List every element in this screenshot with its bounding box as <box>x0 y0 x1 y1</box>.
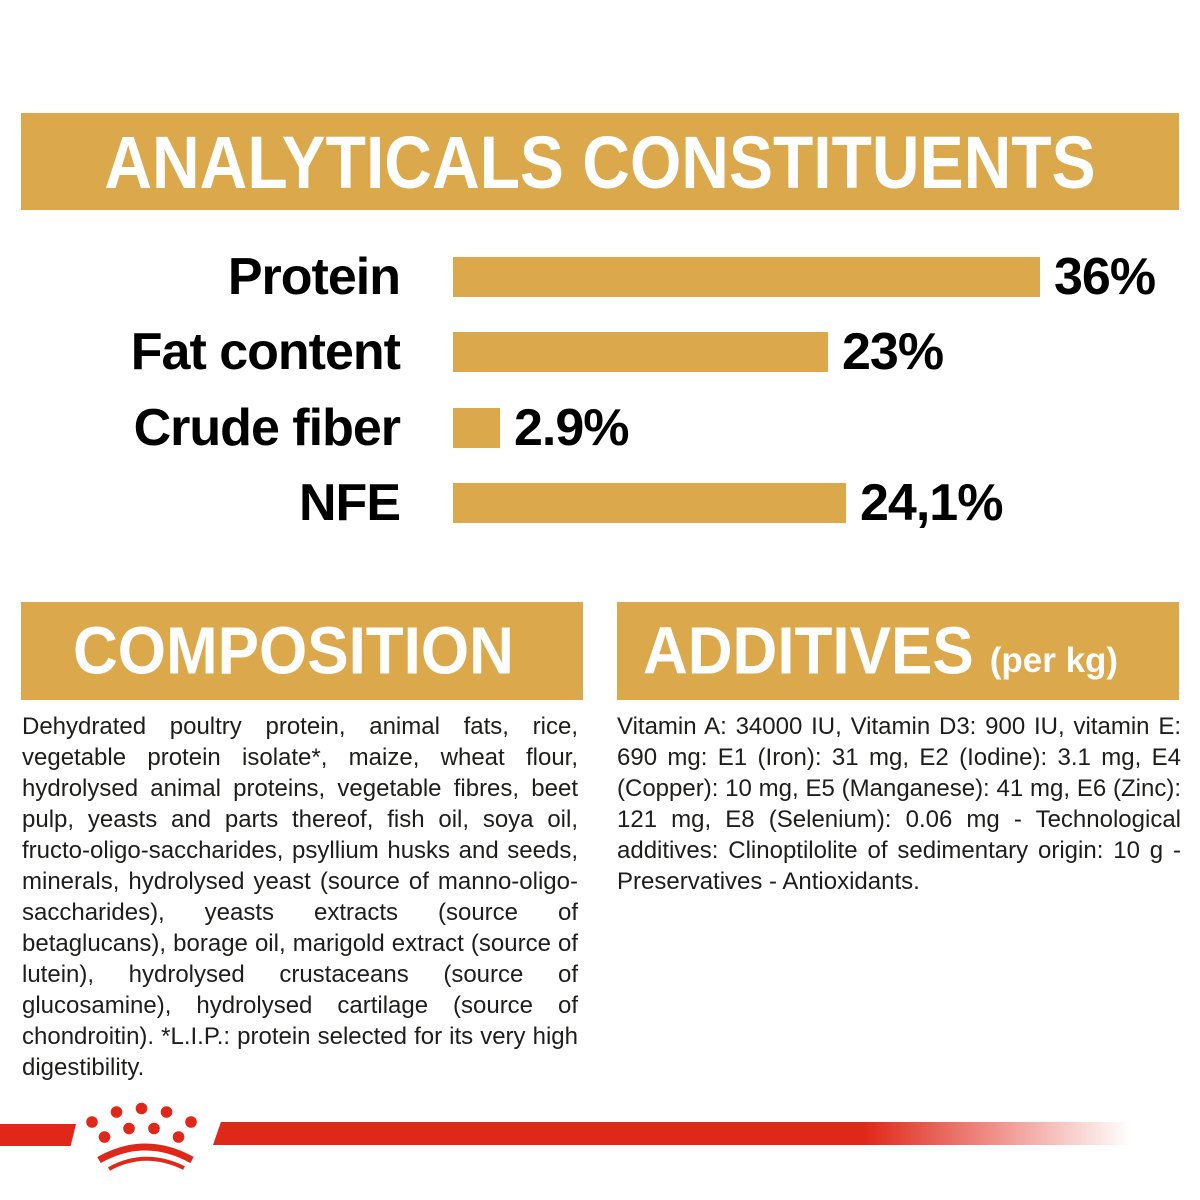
chart-label-nfe: NFE <box>299 474 401 532</box>
chart-bar-crude-fiber <box>453 408 500 448</box>
composition-body-text: Dehydrated poultry protein, animal fats,… <box>22 713 578 1081</box>
chart-value-crude-fiber: 2.9% <box>514 399 630 457</box>
chart-label-protein: Protein <box>227 248 401 306</box>
additives-title-group: ADDITIVES (per kg) <box>643 613 1119 689</box>
chart-bar-nfe <box>453 483 846 523</box>
chart-label-crude-fiber: Crude fiber <box>133 399 401 457</box>
additives-title: ADDITIVES <box>643 613 974 689</box>
crown-dots <box>86 1102 197 1143</box>
chart-label-fat-content: Fat content <box>130 323 401 381</box>
additives-banner: ADDITIVES (per kg) <box>617 602 1179 700</box>
analyticals-constituents-banner: ANALYTICALS CONSTITUENTS <box>21 113 1179 210</box>
additives-unit-label: (per kg) <box>989 640 1119 680</box>
chart-row-fat-content: Fat content 23% <box>0 323 1200 381</box>
chart-row-crude-fiber: Crude fiber 2.9% <box>0 399 1200 457</box>
red-ribbon-right-segment <box>213 1122 1200 1145</box>
chart-row-protein: Protein 36% <box>0 248 1200 306</box>
composition-banner: COMPOSITION <box>21 602 583 700</box>
chart-bar-protein <box>453 257 1040 297</box>
chart-value-nfe: 24,1% <box>860 474 1003 532</box>
chart-value-protein: 36% <box>1054 248 1156 306</box>
royal-canin-crown-icon <box>86 1102 197 1171</box>
crown-arcs <box>97 1143 194 1171</box>
additives-body-text: Vitamin A: 34000 IU, Vitamin D3: 900 IU,… <box>617 713 1181 895</box>
analyticals-title: ANALYTICALS CONSTITUENTS <box>104 120 1096 203</box>
red-ribbon-left-segment <box>0 1124 76 1146</box>
chart-row-nfe: NFE 24,1% <box>0 474 1200 532</box>
composition-title: COMPOSITION <box>73 613 514 689</box>
chart-bar-fat-content <box>453 332 828 372</box>
chart-value-fat-content: 23% <box>842 323 944 381</box>
